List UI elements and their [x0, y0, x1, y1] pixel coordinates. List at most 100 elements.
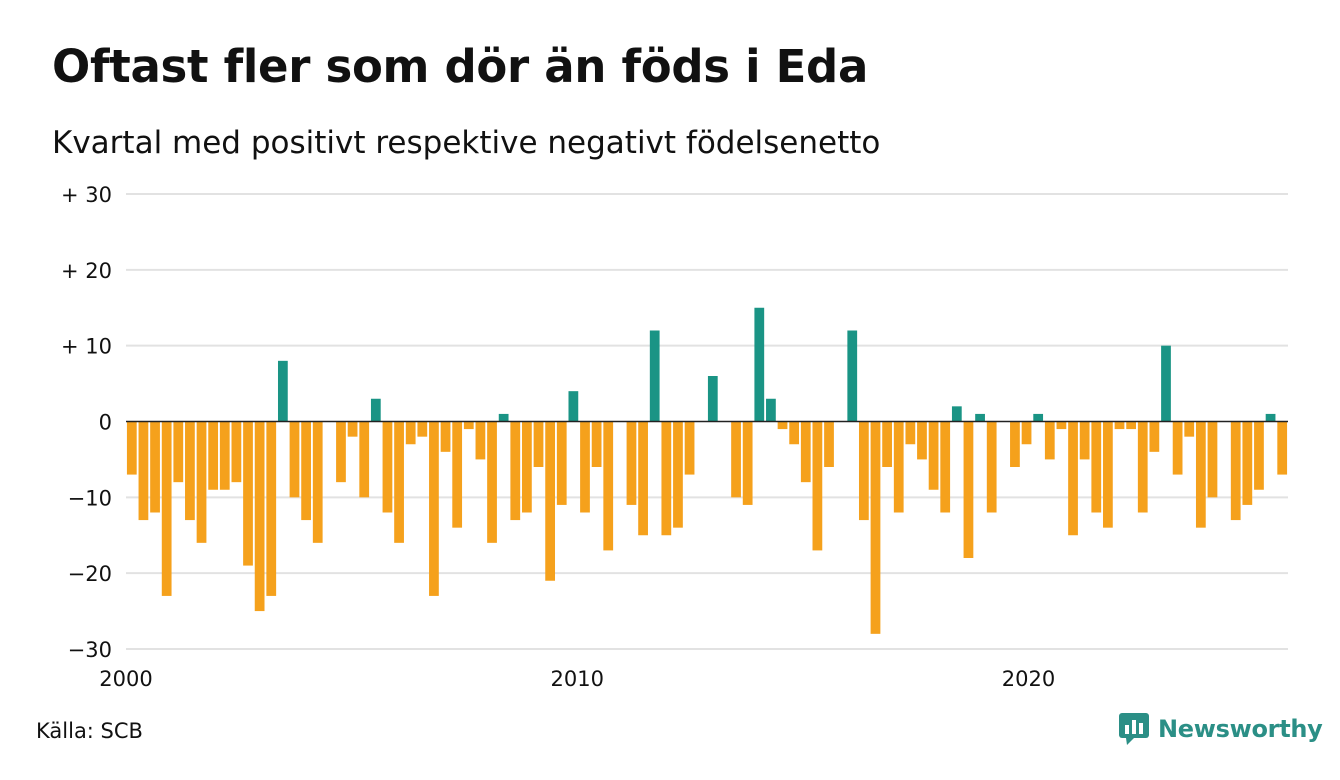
bar-negative: [742, 421, 753, 505]
bar-negative: [452, 421, 463, 528]
bar-negative: [475, 421, 486, 460]
bar-negative: [1277, 421, 1288, 475]
bar-negative: [126, 421, 137, 475]
y-tick-label: + 30: [61, 183, 112, 207]
bar-negative: [301, 421, 311, 521]
bar-positive: [1265, 413, 1276, 422]
bar-negative: [777, 421, 788, 430]
bar-negative: [812, 421, 823, 551]
y-tick-label: + 10: [61, 335, 112, 359]
bar-negative: [591, 421, 602, 467]
bar-negative: [231, 421, 242, 483]
bar-positive: [707, 376, 718, 422]
bar-negative: [858, 421, 869, 521]
bar-negative: [289, 421, 300, 498]
bar-negative: [1056, 421, 1067, 430]
bar-positive: [766, 398, 776, 422]
bar-negative: [1172, 421, 1183, 475]
bar-negative: [173, 421, 184, 483]
bar-negative: [487, 421, 497, 543]
bar-negative: [382, 421, 393, 513]
brand-name: Newsworthy: [1158, 715, 1323, 743]
bar-negative: [1126, 421, 1137, 430]
bar-negative: [405, 421, 416, 445]
bar-negative: [208, 421, 219, 490]
bar-positive: [568, 391, 579, 422]
bar-negative: [1021, 421, 1032, 445]
bar-positive: [370, 398, 381, 422]
chart-title: Oftast fler som dör än föds i Eda: [52, 40, 869, 93]
bar-positive: [975, 413, 985, 422]
bar-negative: [522, 421, 532, 513]
bar-positive: [1033, 413, 1044, 422]
bar-negative: [545, 421, 556, 581]
bar-negative: [533, 421, 544, 467]
bar-negative: [1242, 421, 1253, 505]
bar-negative: [510, 421, 521, 521]
bar-negative: [1044, 421, 1055, 460]
x-tick-label: 2010: [551, 667, 604, 691]
newsworthy-logo-icon: [1119, 713, 1149, 745]
bar-negative: [684, 421, 695, 475]
bar-negative: [1207, 421, 1218, 498]
bar-negative: [905, 421, 916, 445]
bar-negative: [556, 421, 567, 505]
bar-negative: [359, 421, 370, 498]
bar-positive: [649, 330, 660, 422]
bar-negative: [1137, 421, 1148, 513]
bar-negative: [196, 421, 207, 543]
bar-negative: [638, 421, 648, 536]
bar-negative: [347, 421, 358, 437]
bar-negative: [731, 421, 741, 498]
bar-positive: [1161, 345, 1171, 422]
bar-positive: [498, 413, 509, 422]
bar-negative: [603, 421, 614, 551]
bar-negative: [626, 421, 637, 505]
bar-negative: [789, 421, 800, 445]
bar-negative: [254, 421, 265, 612]
bars: [126, 307, 1288, 634]
bar-negative: [986, 421, 997, 513]
bar-positive: [277, 360, 288, 422]
bar-negative: [150, 421, 160, 513]
source-note: Källa: SCB: [36, 719, 143, 743]
x-tick-label: 2000: [99, 667, 152, 691]
bar-negative: [673, 421, 683, 528]
bar-negative: [882, 421, 892, 467]
bar-negative: [1114, 421, 1125, 430]
bar-negative: [336, 421, 346, 483]
bar-negative: [917, 421, 927, 460]
chart-subtitle: Kvartal med positivt respektive negativt…: [52, 125, 881, 161]
bar-negative: [1068, 421, 1078, 536]
bar-negative: [440, 421, 451, 452]
bar-negative: [661, 421, 672, 536]
bar-negative: [429, 421, 439, 596]
bar-negative: [928, 421, 939, 490]
bar-negative: [1184, 421, 1195, 437]
bar-positive: [847, 330, 858, 422]
bar-negative: [893, 421, 904, 513]
y-tick-label: −30: [68, 638, 112, 662]
y-axis-labels: + 30 + 20 + 10 0 −10 −20 −30: [61, 183, 112, 662]
bar-negative: [161, 421, 172, 596]
bar-negative: [1091, 421, 1102, 513]
y-tick-label: 0: [99, 411, 112, 435]
bar-negative: [312, 421, 323, 543]
bar-negative: [243, 421, 253, 566]
bar-negative: [463, 421, 474, 430]
bar-negative: [940, 421, 951, 513]
bar-negative: [219, 421, 230, 490]
y-tick-label: −20: [68, 562, 112, 586]
bar-negative: [580, 421, 590, 513]
bar-negative: [870, 421, 881, 634]
bar-negative: [1230, 421, 1241, 521]
bar-negative: [800, 421, 811, 483]
bar-negative: [185, 421, 195, 521]
bar-negative: [417, 421, 428, 437]
x-axis-labels: 2000 2010 2020: [99, 667, 1055, 691]
brand-logo: Newsworthy: [1118, 712, 1323, 746]
bar-negative: [1195, 421, 1206, 528]
bar-negative: [1010, 421, 1020, 467]
bar-positive: [951, 406, 962, 422]
